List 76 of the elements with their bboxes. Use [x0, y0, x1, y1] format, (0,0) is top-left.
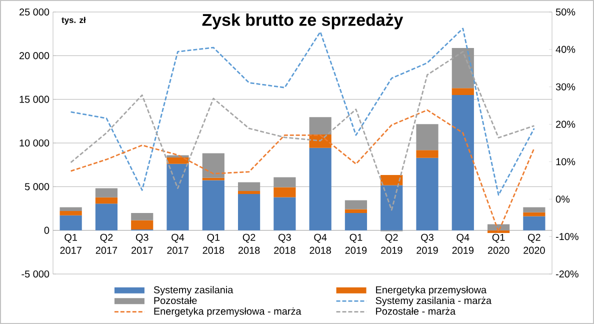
y-tick-label: 10 000	[20, 139, 50, 147]
y-tick-label: 20 000	[20, 52, 50, 60]
y2-tick-label: 40%	[556, 46, 576, 53]
x-tick-label: Q1 2018	[202, 234, 224, 254]
bar	[309, 117, 332, 134]
bar	[202, 180, 224, 230]
y-axis-title: tys. zł	[62, 16, 86, 25]
x-tick-label: Q2 2019	[381, 234, 402, 254]
x-tick-label: Q3 2017	[132, 234, 153, 254]
line-series	[70, 50, 535, 211]
y2-tick-label: 30%	[556, 83, 576, 90]
chart-title: Zysk brutto ze sprzedaży	[202, 13, 404, 30]
y-tick-label: 15 000	[20, 96, 50, 103]
bar	[95, 204, 118, 230]
y-tick-label: 0	[44, 226, 50, 234]
bar	[416, 158, 438, 230]
bar	[60, 211, 82, 216]
bar	[380, 185, 403, 230]
x-tick-label: Q4 2018	[310, 234, 331, 254]
bar	[344, 200, 368, 210]
bar	[95, 188, 118, 198]
bar	[274, 177, 296, 188]
bar	[416, 150, 438, 158]
bar	[238, 194, 260, 230]
bar	[487, 230, 510, 233]
x-tick-label: Q4 2017	[167, 234, 188, 254]
bar	[487, 224, 510, 230]
legend-label: Energetyka przemysłowa	[376, 286, 487, 296]
y2-tick-label: 10%	[556, 158, 576, 166]
legend-label: Systemy zasilania	[154, 286, 234, 296]
bar	[344, 209, 368, 213]
legend-label: Systemy zasilania - marża	[376, 296, 492, 306]
bar	[416, 124, 438, 150]
line-series	[70, 28, 535, 196]
bar	[202, 153, 224, 178]
y2-tick-label: 20%	[556, 120, 576, 128]
y-tick-label: -5 000	[22, 270, 50, 278]
legend-label: Pozostałe	[154, 296, 197, 304]
y-tick-label: 25 000	[20, 8, 50, 16]
bar	[452, 88, 474, 96]
bar	[166, 157, 189, 164]
bar	[309, 148, 332, 230]
x-tick-label: Q2 2020	[524, 234, 545, 254]
bar	[131, 212, 154, 220]
bar	[131, 220, 154, 230]
bar	[523, 207, 546, 212]
bar	[380, 174, 403, 186]
x-tick-label: Q1 2019	[345, 234, 367, 254]
y2-tick-label: 0%	[556, 196, 570, 203]
x-tick-label: Q3 2019	[416, 234, 438, 254]
bar	[523, 212, 546, 216]
x-tick-label: Q2 2017	[96, 234, 118, 254]
bar	[95, 197, 118, 204]
bar	[60, 215, 82, 230]
x-tick-label: Q3 2018	[274, 234, 296, 254]
x-tick-label: Q2 2018	[238, 234, 260, 254]
bar	[238, 182, 260, 191]
bar	[166, 164, 189, 230]
x-tick-label: Q1 2020	[488, 234, 510, 254]
y2-tick-label: 50%	[556, 8, 576, 16]
y2-tick-label: -20%	[556, 270, 578, 278]
y-tick-label: 5 000	[24, 183, 50, 190]
x-tick-label: Q4 2019	[452, 234, 474, 254]
bar	[452, 95, 474, 230]
bar	[238, 190, 260, 194]
bar	[452, 48, 474, 88]
legend-label: Pozostałe - marża	[376, 307, 456, 315]
bar	[523, 216, 546, 230]
bar	[274, 197, 296, 230]
y2-tick-label: -10%	[556, 233, 578, 240]
bar	[60, 207, 82, 212]
line-series	[70, 109, 535, 232]
legend-label: Energetyka przemysłowa - marża	[154, 307, 302, 317]
bar	[344, 212, 368, 230]
x-tick-label: Q1 2017	[60, 234, 82, 254]
bar	[274, 187, 296, 198]
